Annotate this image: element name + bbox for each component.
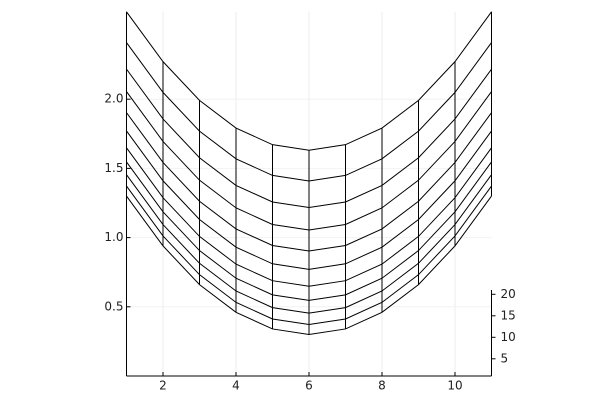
z-tick-label: 1.0 [104, 230, 123, 244]
x-tick-label: 2 [159, 379, 167, 393]
z-tick-label: 1.5 [104, 161, 123, 175]
y-tick-label: 10 [501, 330, 516, 344]
z-tick-label: 2.0 [104, 92, 123, 106]
x-tick-label: 10 [447, 379, 462, 393]
x-tick-label: 8 [378, 379, 386, 393]
y-tick-label: 5 [501, 351, 509, 365]
y-tick-label: 20 [501, 287, 516, 301]
y-tick-label: 15 [501, 308, 516, 322]
x-tick-label: 6 [305, 379, 313, 393]
x-tick-label: 4 [232, 379, 240, 393]
z-tick-label: 0.5 [104, 299, 123, 313]
